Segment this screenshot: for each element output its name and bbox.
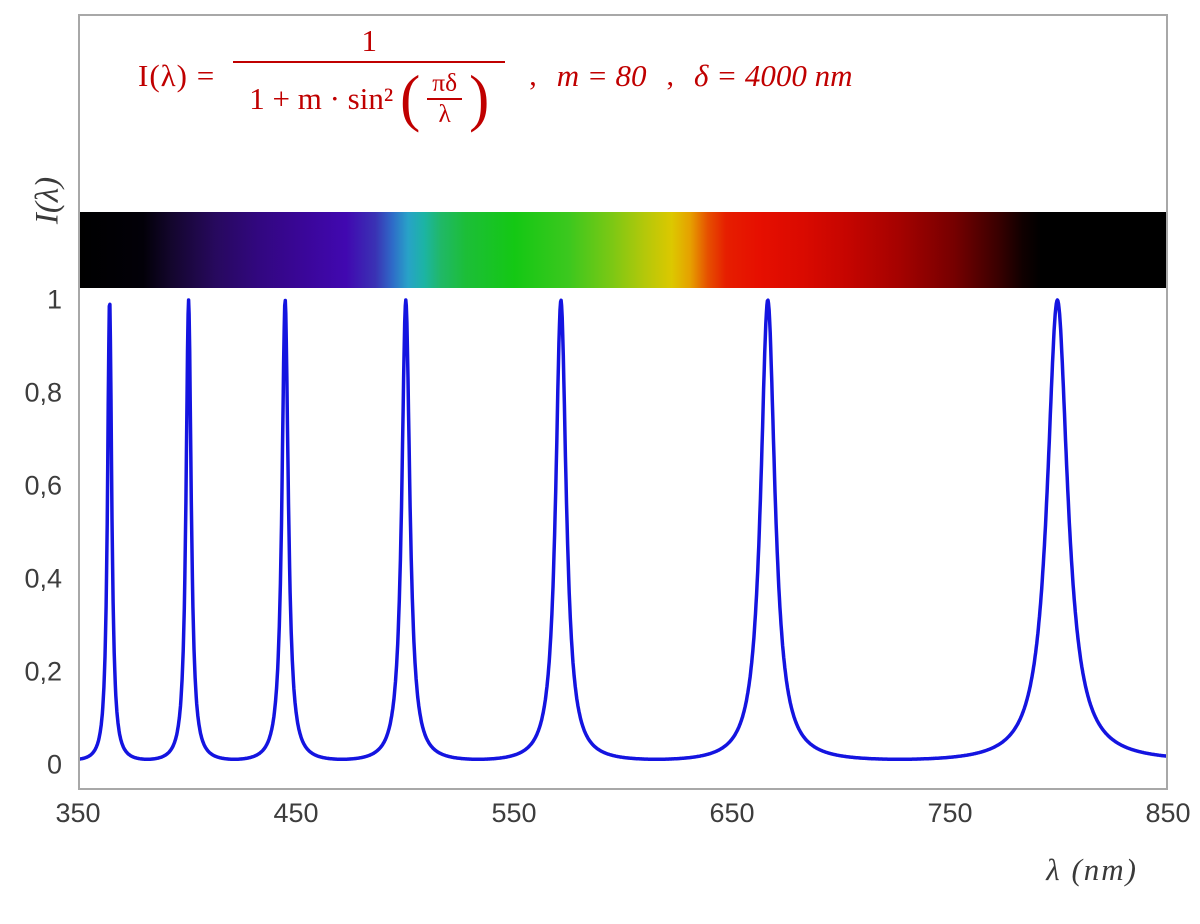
x-tick-label: 450 <box>273 798 319 828</box>
x-tick-label: 550 <box>491 798 537 828</box>
x-tick-label: 350 <box>55 798 101 828</box>
y-tick-label: 1 <box>46 284 62 315</box>
comma: , <box>666 58 675 92</box>
y-tick-label: 0,4 <box>24 563 62 594</box>
y-axis-title: I(λ) <box>29 176 66 225</box>
visible-spectrum-bar <box>80 212 1166 288</box>
y-axis-tick-labels: 1 0,8 0,6 0,4 0,2 0 <box>0 285 64 780</box>
formula-denominator: 1 + m · sin² ( πδ λ ) <box>233 61 506 128</box>
y-tick-label: 0,8 <box>24 377 62 408</box>
y-tick-label: 0 <box>46 749 62 780</box>
parameter-m: m = 80 <box>556 57 647 93</box>
formula-lhs: I(λ) = <box>138 57 216 93</box>
x-axis-tick-labels: 350 450 550 650 750 850 <box>55 798 1190 832</box>
x-tick-label: 850 <box>1145 798 1191 828</box>
formula: I(λ) = 1 1 + m · sin² ( πδ λ ) , m = 80 … <box>138 23 853 128</box>
y-tick-label: 0,6 <box>24 470 62 501</box>
x-tick-label: 750 <box>927 798 973 828</box>
parameter-delta: δ = 4000 nm <box>694 57 853 93</box>
y-tick-label: 0,2 <box>24 656 62 687</box>
formula-fraction: 1 1 + m · sin² ( πδ λ ) <box>233 23 506 128</box>
x-tick-label: 650 <box>709 798 755 828</box>
formula-numerator: 1 <box>361 23 377 58</box>
formula-denominator-text: 1 + m · sin² <box>249 80 394 116</box>
inner-numerator: πδ <box>427 70 463 100</box>
inner-fraction: πδ λ <box>427 70 463 128</box>
inner-denominator: λ <box>438 99 451 128</box>
comma: , <box>529 58 537 92</box>
plot-frame: I(λ) = 1 1 + m · sin² ( πδ λ ) , m = 80 … <box>78 14 1168 790</box>
airy-function-curve <box>80 298 1166 762</box>
x-axis-title: λ (nm) <box>1046 852 1138 887</box>
intensity-curve-plot <box>80 298 1166 762</box>
